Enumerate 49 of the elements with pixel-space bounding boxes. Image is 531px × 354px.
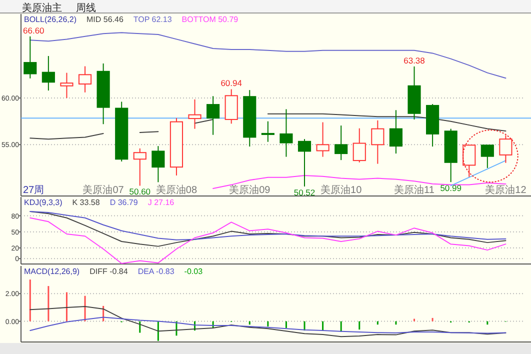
candlestick xyxy=(188,98,202,130)
x-tick-label: 美原油09 xyxy=(229,184,271,196)
chart-title: 美原油主 xyxy=(22,2,62,14)
candlestick xyxy=(96,62,110,125)
text: BOTTOM 50.79 xyxy=(182,15,239,24)
candlestick xyxy=(334,125,348,161)
legend-title: MACD(12,26,9) xyxy=(24,267,80,276)
x-tick-label: 美原油11 xyxy=(394,184,435,196)
text: MID 56.46 xyxy=(86,15,124,24)
text: 50.60 xyxy=(129,186,151,197)
text: D 36.79 xyxy=(110,198,138,207)
series-label: TOP 62.13 xyxy=(133,15,172,24)
candlestick xyxy=(316,122,330,158)
candlestick xyxy=(60,72,74,98)
candlestick xyxy=(408,66,421,120)
line-series xyxy=(30,316,506,334)
text: J 27.16 xyxy=(148,198,175,207)
text: 周线 xyxy=(76,2,96,14)
x-tick-label: 美原油08 xyxy=(156,184,198,196)
x-tick-label: 美原油07 xyxy=(82,184,124,196)
candlestick xyxy=(24,36,37,79)
annotation: 27周 xyxy=(23,185,44,196)
line-series xyxy=(450,160,506,186)
text: 63.38 xyxy=(404,55,425,66)
candlestick xyxy=(42,56,55,92)
legend-title: BOLL(26,26,2) xyxy=(24,15,77,24)
candlestick xyxy=(170,118,184,176)
line-series xyxy=(30,32,506,79)
legend-title: KDJ(9,3,3) xyxy=(24,198,63,207)
candlestick xyxy=(280,108,293,158)
candlestick xyxy=(261,120,274,142)
text: 60.94 xyxy=(220,78,242,88)
candlestick xyxy=(206,96,220,136)
line-series xyxy=(30,306,506,338)
candlestick xyxy=(243,90,256,148)
x-tick-label: 美原油10 xyxy=(320,184,362,196)
text: 66.60 xyxy=(23,25,44,36)
text: DEA -0.83 xyxy=(138,267,175,276)
line-series xyxy=(30,210,506,240)
text: 50.99 xyxy=(440,183,462,194)
candlestick xyxy=(389,110,402,154)
series-label: K 33.58 xyxy=(72,198,100,207)
candlestick xyxy=(371,120,384,164)
text: DIFF -0.84 xyxy=(90,267,128,276)
line-series xyxy=(30,217,506,264)
text: 50.52 xyxy=(294,187,316,198)
text: -0.03 xyxy=(184,267,204,276)
line-series xyxy=(30,210,506,247)
x-tick-label: 美原油12 xyxy=(485,184,527,196)
